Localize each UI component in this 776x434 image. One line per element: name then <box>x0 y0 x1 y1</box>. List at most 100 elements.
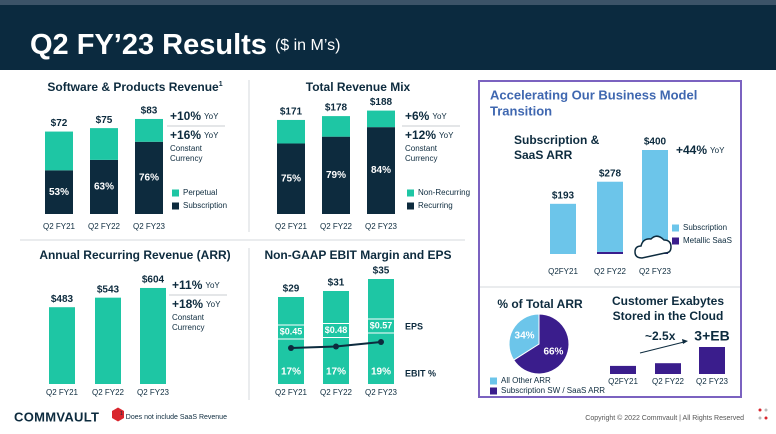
chart-title: Stored in the Cloud <box>613 309 724 323</box>
header-bar <box>0 0 776 70</box>
footnote-mark: 1 <box>120 411 123 417</box>
annotation: +11% YoY <box>172 278 220 292</box>
value-label: $604 <box>142 275 165 286</box>
value-label: $543 <box>97 284 120 295</box>
value-label: 75% <box>281 173 301 184</box>
total-label: $188 <box>370 97 393 108</box>
series-name: EBIT % <box>405 368 436 378</box>
bar-segment <box>367 127 395 214</box>
eps-box <box>273 324 309 340</box>
x-tick-label: Q2 FY23 <box>639 267 672 276</box>
total-label: $171 <box>280 107 303 118</box>
x-tick-label: Q2 FY23 <box>133 222 166 231</box>
chart-title: Annual Recurring Revenue (ARR) <box>39 248 230 262</box>
legend-swatch <box>490 377 497 385</box>
ebit-label: 17% <box>326 367 346 378</box>
pie-label: 34% <box>515 331 535 342</box>
annotation-value: ~2.5x <box>645 329 676 343</box>
annotation-unit: YoY <box>710 146 725 155</box>
annotation: +18% YoY <box>172 297 221 311</box>
eps-point <box>378 339 384 345</box>
annotation-note: Currency <box>405 154 437 163</box>
bar <box>655 363 681 374</box>
title: Q2 FY’23 Results <box>30 29 267 61</box>
annotation-note: Constant <box>172 313 205 322</box>
annotation-value: +18% <box>172 297 203 311</box>
annotation-value: +16% <box>170 128 201 142</box>
chart-title: % of Total ARR <box>497 297 583 311</box>
chart-title: SaaS ARR <box>514 148 573 162</box>
decor-dot <box>764 416 768 420</box>
growth-arrow <box>639 341 685 354</box>
x-tick-label: Q2 FY22 <box>652 377 685 386</box>
eps-label: $0.57 <box>370 320 393 330</box>
legend-label: Non-Recurring <box>418 188 470 197</box>
annotation-unit: YoY <box>205 281 220 290</box>
value-label: 76% <box>139 173 159 184</box>
annotation-unit: YoY <box>204 112 219 121</box>
annotation-unit: YoY <box>204 131 219 140</box>
x-tick-label: Q2 FY23 <box>137 388 170 397</box>
bar-segment <box>322 136 350 214</box>
value-label: $483 <box>51 294 74 305</box>
decor-dot <box>758 408 762 412</box>
total-label: $400 <box>644 137 667 148</box>
annotation: +6% YoY <box>405 109 447 123</box>
legend-label: Perpetual <box>183 188 217 197</box>
bar-segment <box>597 251 623 254</box>
x-tick-label: Q2 FY22 <box>92 388 125 397</box>
legend-swatch <box>490 387 497 395</box>
eps-point <box>288 345 294 351</box>
pie-label: 66% <box>543 347 563 358</box>
legend-swatch <box>172 189 179 197</box>
legend-label: Metallic SaaS <box>683 236 732 245</box>
chart-title: Non-GAAP EBIT Margin and EPS <box>264 248 451 262</box>
annotation-note: Constant <box>405 144 438 153</box>
annotation-unit: YoY <box>432 112 447 121</box>
title-note: 1 <box>219 81 223 88</box>
decor-dot <box>758 416 762 420</box>
bar-segment <box>90 128 118 160</box>
value-label: $35 <box>373 266 390 277</box>
cloud-icon <box>634 235 672 259</box>
eps-point <box>333 343 339 350</box>
annotation: +16% YoY <box>170 128 219 142</box>
x-tick-label: Q2 FY21 <box>43 222 76 231</box>
bar-segment <box>135 118 163 142</box>
decor-dot <box>764 408 768 412</box>
total-label: $83 <box>141 106 158 117</box>
annotation-value: +10% <box>170 109 201 123</box>
annotation-note: Currency <box>172 323 204 332</box>
value-label: $31 <box>328 278 345 289</box>
x-tick-label: Q2 FY23 <box>696 377 729 386</box>
total-label: $278 <box>599 168 622 179</box>
bar-segment <box>597 181 623 252</box>
x-tick-label: Q2 FY21 <box>46 388 79 397</box>
total-label: $75 <box>96 115 113 126</box>
eps-label: $0.48 <box>325 325 348 335</box>
legend-label: Recurring <box>418 201 453 210</box>
bar-segment <box>642 150 668 246</box>
legend-swatch <box>407 202 414 210</box>
logo-mark <box>112 407 124 422</box>
annotation-value: +12% <box>405 128 436 142</box>
legend-label: All Other ARR <box>501 376 551 385</box>
chart-title: Customer Exabytes <box>612 294 724 308</box>
chart-title: Software & Products Revenue1 <box>47 80 222 94</box>
panel-title: Accelerating Our Business Model <box>490 87 697 102</box>
bar <box>699 347 725 374</box>
bar-segment <box>277 143 305 214</box>
value-label: 3+EB <box>694 328 729 344</box>
ebit-label: 19% <box>371 367 391 378</box>
legend-label: Subscription SW / SaaS ARR <box>501 386 605 395</box>
bar-segment <box>322 116 350 137</box>
footnote: 1 Does not include SaaS Revenue <box>120 411 227 421</box>
x-tick-label: Q2 FY22 <box>88 222 121 231</box>
bar-segment <box>277 119 305 144</box>
annotation: +10% YoY <box>170 109 219 123</box>
logo: COMMVAULT <box>14 409 99 424</box>
bar-segment <box>45 170 73 214</box>
bar-segment <box>90 159 118 214</box>
bar-segment <box>550 203 576 254</box>
